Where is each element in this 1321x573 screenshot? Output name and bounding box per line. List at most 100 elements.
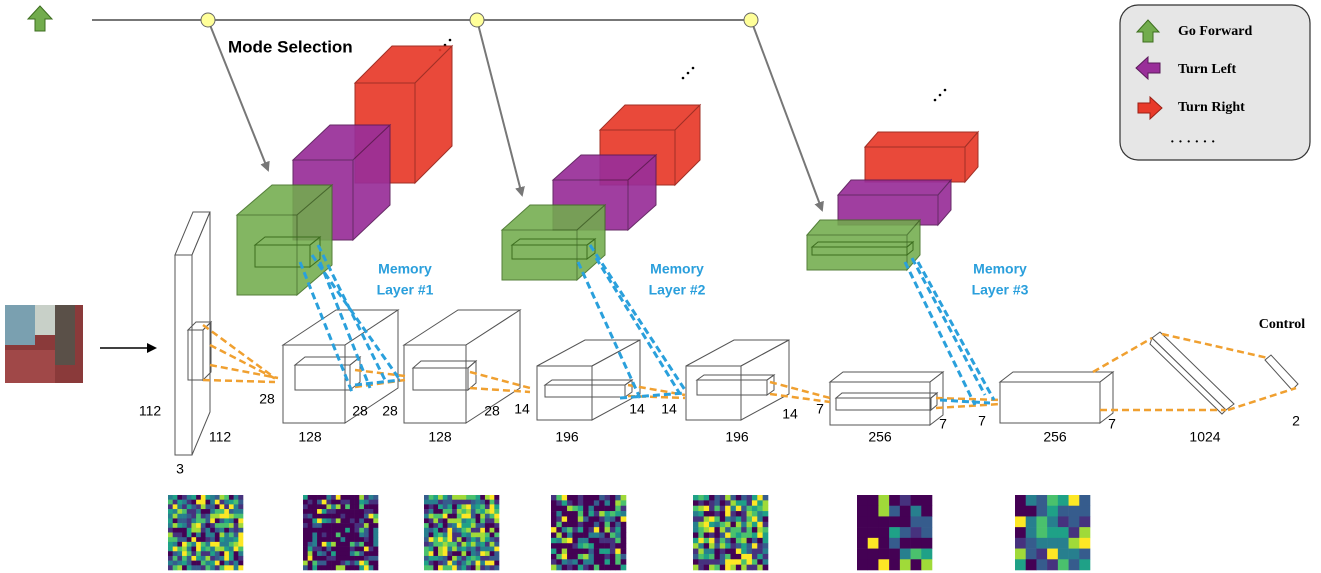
memory-connection xyxy=(298,261,354,393)
feature-cell xyxy=(494,560,500,566)
feature-cell xyxy=(599,564,605,571)
feature-cell xyxy=(373,495,379,500)
feature-cell xyxy=(177,560,183,566)
feature-cell xyxy=(921,537,933,549)
feature-cell xyxy=(326,495,332,500)
feature-cell xyxy=(186,565,192,571)
feature-cell xyxy=(620,553,627,560)
feature-cell xyxy=(428,499,434,505)
feature-cell xyxy=(466,560,472,566)
feature-cell xyxy=(489,499,495,505)
feature-cell xyxy=(442,509,448,515)
feature-cell xyxy=(433,560,439,566)
feature-cell xyxy=(461,555,467,561)
feature-cell xyxy=(709,516,715,523)
feature-cell xyxy=(349,541,355,547)
feature-cell xyxy=(335,504,341,510)
feature-cell xyxy=(551,495,557,501)
dimension-label: 28 xyxy=(259,391,275,407)
feature-cell xyxy=(470,551,476,557)
feature-cell xyxy=(751,527,758,533)
feature-cell xyxy=(620,511,627,517)
feature-cell xyxy=(359,495,365,500)
feature-cell xyxy=(556,511,563,517)
inner-box-front xyxy=(811,246,908,256)
feature-cell xyxy=(714,564,721,571)
feature-cell xyxy=(484,518,490,524)
feature-cell xyxy=(303,537,308,543)
ellipsis-dot xyxy=(933,98,937,102)
feature-cell xyxy=(456,551,462,557)
feature-cell xyxy=(219,495,225,500)
feature-cell xyxy=(210,527,216,533)
feature-cell xyxy=(693,564,699,571)
feature-cell xyxy=(583,521,589,528)
memory-label: Layer #3 xyxy=(972,282,1029,298)
feature-cell xyxy=(698,564,705,571)
feature-cell xyxy=(461,560,467,566)
dimension-label: 7 xyxy=(816,401,824,417)
feature-cell xyxy=(456,509,462,515)
feature-cell xyxy=(480,537,486,543)
feature-cell xyxy=(303,499,308,505)
connection xyxy=(209,343,279,382)
feature-cell xyxy=(224,509,230,515)
feature-cell xyxy=(233,565,239,571)
feature-cell xyxy=(438,509,444,515)
feature-cell xyxy=(489,518,495,524)
feature-cell xyxy=(719,516,726,523)
feature-cell xyxy=(588,511,595,517)
feature-cell xyxy=(757,537,763,544)
feature-cell xyxy=(757,548,763,555)
feature-cell xyxy=(182,537,188,543)
feature-cell xyxy=(551,543,557,549)
feature-cell xyxy=(191,551,197,557)
feature-cell xyxy=(363,518,369,524)
feature-cell xyxy=(719,559,726,565)
feature-cell xyxy=(719,521,726,528)
feature-cell xyxy=(363,537,369,543)
feature-cell xyxy=(224,532,230,538)
feature-cell xyxy=(210,504,216,510)
purple-cube xyxy=(836,178,953,227)
feature-cell xyxy=(480,509,486,515)
feature-cell xyxy=(182,509,188,515)
feature-cell xyxy=(326,518,332,524)
feature-cell xyxy=(228,523,234,529)
feature-cell xyxy=(561,495,568,501)
feature-cell xyxy=(484,513,490,519)
feature-cell xyxy=(363,532,369,538)
feature-cell xyxy=(433,523,439,529)
feature-cell xyxy=(233,527,239,533)
feature-cell xyxy=(354,513,360,519)
feature-cell xyxy=(233,546,239,552)
feature-cell xyxy=(196,527,202,533)
feature-cell xyxy=(359,551,365,557)
feature-cell xyxy=(757,495,763,501)
feature-cell xyxy=(363,560,369,566)
feature-cell xyxy=(224,527,230,533)
feature-cell xyxy=(424,495,429,500)
feature-cell xyxy=(238,565,244,571)
feature-cell xyxy=(340,546,346,552)
feature-cell xyxy=(228,504,234,510)
legend-label: Turn Left xyxy=(1178,62,1237,77)
feature-cell xyxy=(200,504,206,510)
feature-cell xyxy=(556,527,563,533)
feature-cell xyxy=(556,516,563,523)
feature-cell xyxy=(1025,548,1037,560)
feature-cell xyxy=(354,560,360,566)
feature-cell xyxy=(735,548,742,555)
feature-cell xyxy=(719,495,726,501)
feature-cell xyxy=(303,527,308,533)
feature-cell xyxy=(238,504,244,510)
feature-cell xyxy=(321,499,327,505)
feature-cell xyxy=(703,532,710,539)
feature-cell xyxy=(317,565,323,571)
feature-cell xyxy=(615,516,621,523)
image-part xyxy=(55,305,75,365)
ellipsis-dot xyxy=(938,93,942,97)
feature-cell xyxy=(867,516,879,528)
feature-cell xyxy=(730,543,737,549)
feature-cell xyxy=(693,553,699,560)
